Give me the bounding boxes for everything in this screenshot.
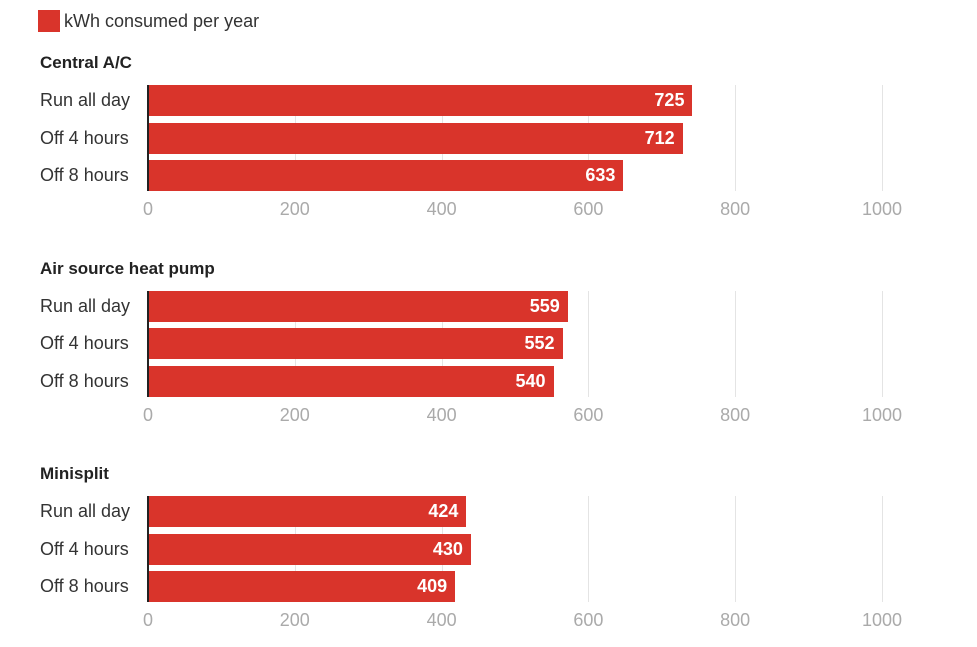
gridline <box>882 290 883 397</box>
category-label: Off 4 hours <box>40 333 129 353</box>
category-label: Run all day <box>40 295 131 316</box>
x-tick-label: 200 <box>279 404 310 425</box>
category-label: Run all day <box>40 501 131 521</box>
y-axis-line <box>147 290 149 397</box>
x-tick-label: 400 <box>426 610 457 630</box>
bar <box>148 496 467 527</box>
x-tick-label: 1000 <box>861 610 903 630</box>
category-label: Run all day <box>40 90 131 110</box>
gridline <box>735 496 737 602</box>
x-tick-label: 400 <box>426 404 457 425</box>
bar <box>148 571 456 602</box>
x-tick-label: 0 <box>142 610 154 630</box>
x-tick-label: 200 <box>279 199 310 219</box>
x-tick-label: 600 <box>573 404 604 425</box>
gridline <box>735 290 737 397</box>
bar <box>148 328 563 359</box>
legend: kWh consumed per year <box>38 10 259 32</box>
x-tick-label: 800 <box>720 610 751 630</box>
gridline <box>882 85 883 191</box>
bar <box>148 290 568 322</box>
x-tick-label: 400 <box>426 199 457 219</box>
category-label: Off 8 hours <box>40 165 129 185</box>
data-label: 424 <box>428 501 459 521</box>
bar <box>148 160 624 191</box>
data-label: 559 <box>529 295 560 316</box>
x-tick-label: 200 <box>279 610 310 630</box>
category-label: Off 4 hours <box>40 538 129 559</box>
category-label: Off 8 hours <box>40 370 129 391</box>
x-tick-label: 1000 <box>861 404 903 425</box>
y-axis-line <box>147 85 149 191</box>
y-axis-line <box>147 496 149 602</box>
data-label: 552 <box>524 333 555 353</box>
x-tick-label: 600 <box>573 610 604 630</box>
bar <box>148 122 683 154</box>
panel-title: Air source heat pump <box>40 258 215 278</box>
bar <box>148 365 554 397</box>
category-label: Off 8 hours <box>40 576 129 596</box>
data-label: 725 <box>654 90 685 110</box>
x-tick-label: 800 <box>720 404 751 425</box>
panel-title: Minisplit <box>40 464 109 483</box>
x-tick-label: 0 <box>142 199 154 219</box>
x-tick-label: 0 <box>142 404 154 425</box>
category-label: Off 4 hours <box>40 127 129 148</box>
legend-swatch <box>38 10 60 32</box>
data-label: 712 <box>644 127 675 148</box>
data-label: 430 <box>432 538 463 559</box>
gridline <box>882 496 883 602</box>
x-tick-label: 600 <box>573 199 604 219</box>
x-tick-label: 1000 <box>861 199 903 219</box>
legend-label: kWh consumed per year <box>64 10 260 31</box>
bar <box>148 533 471 565</box>
panel-title: Central A/C <box>40 53 132 72</box>
gridline <box>735 85 737 191</box>
data-label: 540 <box>515 370 546 391</box>
x-tick-label: 800 <box>720 199 751 219</box>
data-label: 633 <box>585 165 616 185</box>
data-label: 409 <box>417 576 448 596</box>
gridline <box>588 496 590 602</box>
bar <box>148 85 693 116</box>
gridline <box>588 290 590 397</box>
